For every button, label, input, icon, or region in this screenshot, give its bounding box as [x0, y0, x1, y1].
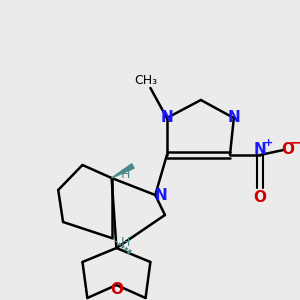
Text: N: N [160, 110, 173, 125]
Text: N: N [254, 142, 266, 158]
Text: H: H [121, 236, 130, 250]
Text: N: N [227, 110, 240, 125]
Text: −: − [289, 135, 300, 149]
Text: H: H [121, 169, 130, 182]
Text: CH₃: CH₃ [134, 74, 157, 86]
Text: N: N [155, 188, 167, 202]
Text: +: + [264, 138, 273, 148]
Text: O: O [110, 283, 123, 298]
Text: O: O [254, 190, 266, 206]
Text: O: O [282, 142, 295, 158]
Polygon shape [112, 164, 134, 178]
